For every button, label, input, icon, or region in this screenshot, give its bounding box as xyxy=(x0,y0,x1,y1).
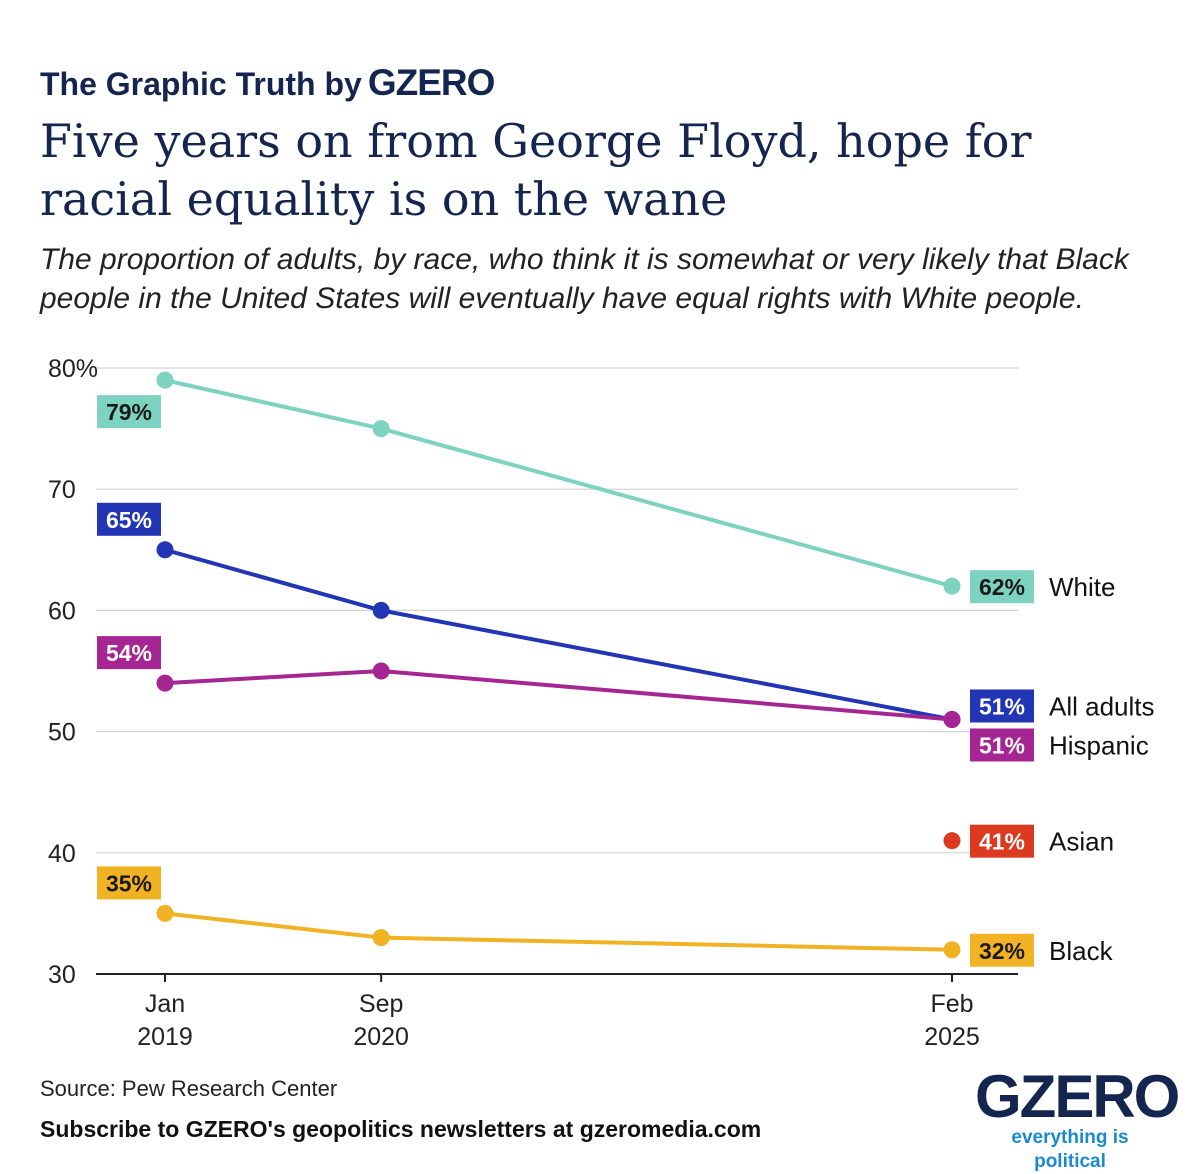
y-tick-label: 50 xyxy=(48,719,76,747)
series-name-white: White xyxy=(1049,572,1115,602)
data-label-box-hispanic xyxy=(970,728,1034,762)
data-label-black: 32% xyxy=(979,938,1025,964)
logo-word: GZERO xyxy=(975,1063,1180,1130)
data-point-white xyxy=(156,371,174,389)
chart-title: Five years on from George Floyd, hope fo… xyxy=(40,114,1032,226)
x-tick-label: Feb xyxy=(930,990,973,1018)
data-point-asian xyxy=(943,832,961,850)
data-label-box-black xyxy=(970,933,1034,967)
x-tick-label: 2025 xyxy=(924,1023,980,1051)
data-label-box-all-adults xyxy=(97,502,161,536)
series-name-asian: Asian xyxy=(1049,827,1114,857)
x-tick-label: Sep xyxy=(359,990,403,1018)
data-label-box-hispanic xyxy=(97,636,161,670)
series-lines xyxy=(164,378,953,952)
x-tick-label: 2019 xyxy=(137,1023,193,1051)
source-note: Source: Pew Research Center xyxy=(40,1076,338,1101)
series-line-all-adults xyxy=(164,547,953,722)
series-name-all-adults: All adults xyxy=(1049,691,1155,721)
series-name-black: Black xyxy=(1049,936,1114,966)
data-label-black: 35% xyxy=(106,870,152,896)
data-point-hispanic xyxy=(156,674,174,692)
data-label-box-all-adults xyxy=(970,689,1034,723)
line-chart: 30 40 50 60 70 80% Jan 2019 Sep 2020 Feb 2025 79% 6… xyxy=(48,355,1155,1051)
data-point-white xyxy=(943,577,961,595)
gridlines xyxy=(96,367,1018,975)
data-point-white xyxy=(372,420,390,438)
y-tick-label: 40 xyxy=(48,840,76,868)
data-point-black xyxy=(372,929,390,947)
subscribe-note: Subscribe to GZERO's geopolitics newslet… xyxy=(40,1116,762,1142)
data-label-hispanic: 54% xyxy=(106,640,152,666)
data-label-hispanic: 51% xyxy=(979,732,1025,758)
x-axis-labels: Jan 2019 Sep 2020 Feb 2025 xyxy=(137,974,980,1051)
data-point-all-adults xyxy=(372,601,390,619)
brand-line: The Graphic Truth by GZERO xyxy=(40,62,496,104)
y-tick-label: 70 xyxy=(48,476,76,504)
data-label-white: 79% xyxy=(106,399,152,425)
chart-subtitle: The proportion of adults, by race, who t… xyxy=(40,243,1129,315)
data-label-box-white xyxy=(970,570,1034,604)
data-point-black xyxy=(943,941,961,959)
brand-name: GZERO xyxy=(367,62,496,103)
data-label-box-asian xyxy=(970,824,1034,858)
y-tick-label: 80% xyxy=(48,355,98,383)
y-tick-label: 30 xyxy=(48,961,76,989)
data-label-white: 62% xyxy=(979,574,1025,600)
x-tick-label: 2020 xyxy=(353,1023,409,1051)
data-label-all-adults: 51% xyxy=(979,693,1025,719)
series-name-hispanic: Hispanic xyxy=(1049,730,1149,760)
data-label-box-white xyxy=(97,395,161,429)
logo-tagline: everything is political xyxy=(1011,1127,1129,1172)
x-tick-label: Jan xyxy=(145,990,185,1018)
data-label-asian: 41% xyxy=(979,829,1025,855)
series-points xyxy=(156,371,961,959)
y-axis-labels: 30 40 50 60 70 80% xyxy=(48,355,98,989)
series-line-black xyxy=(164,911,953,952)
data-point-hispanic xyxy=(943,710,961,728)
data-label-box-black xyxy=(97,866,161,900)
data-point-hispanic xyxy=(372,662,390,680)
y-tick-label: 60 xyxy=(48,597,76,625)
series-line-white xyxy=(164,378,953,589)
data-point-all-adults xyxy=(156,541,174,559)
data-point-black xyxy=(156,904,174,922)
data-label-all-adults: 65% xyxy=(106,507,152,533)
gzero-logo: GZERO everything is political xyxy=(975,1063,1180,1174)
data-labels: 79% 62% White 65% 51% All adults 54% 51% Hispani… xyxy=(97,395,1155,967)
brand-prefix: The Graphic Truth by xyxy=(40,66,362,102)
